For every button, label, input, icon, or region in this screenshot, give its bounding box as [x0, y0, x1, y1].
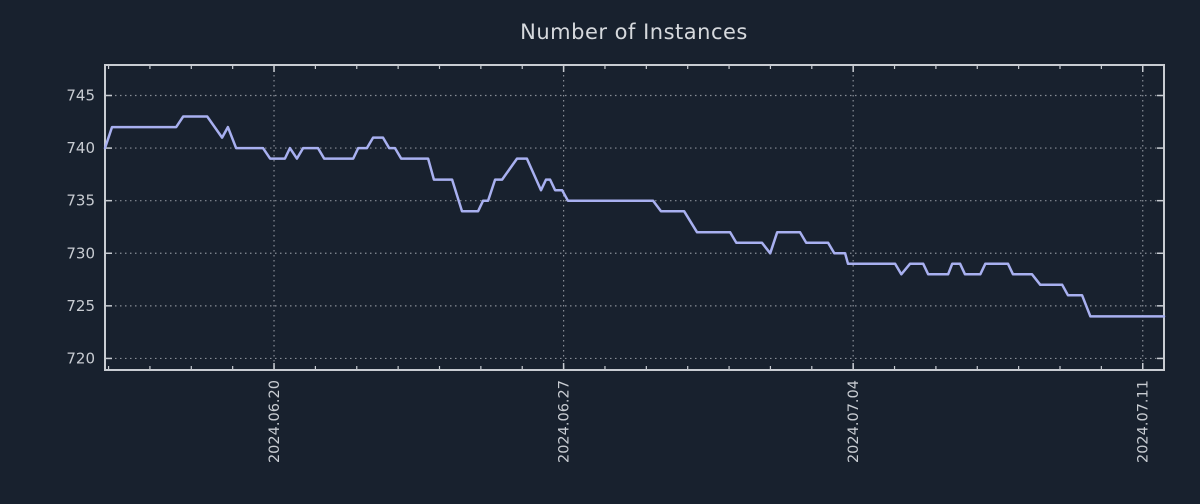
x-axis-tick-label: 2024.06.20 [267, 380, 283, 463]
y-axis-tick-label: 745 [66, 87, 95, 105]
y-axis-tick-label: 725 [66, 297, 95, 315]
y-axis-tick-label: 730 [66, 244, 95, 262]
plot-border [104, 64, 1165, 371]
axis-labels: 720 725 730 735 740 745 2024.06.20 2024.06.27 20… [66, 87, 1151, 464]
series-line-instances [103, 115, 1166, 318]
axis-ticks [105, 65, 1164, 370]
gridlines [105, 65, 1164, 370]
chart-title: Number of Instances [520, 20, 748, 44]
y-axis-tick-label: 720 [66, 349, 95, 367]
x-axis-tick-label: 2024.07.11 [1136, 380, 1152, 463]
y-axis-tick-label: 735 [66, 192, 95, 210]
x-axis-tick-label: 2024.06.27 [557, 380, 573, 463]
x-axis-tick-label: 2024.07.04 [846, 380, 862, 463]
y-axis-tick-label: 740 [66, 139, 95, 157]
